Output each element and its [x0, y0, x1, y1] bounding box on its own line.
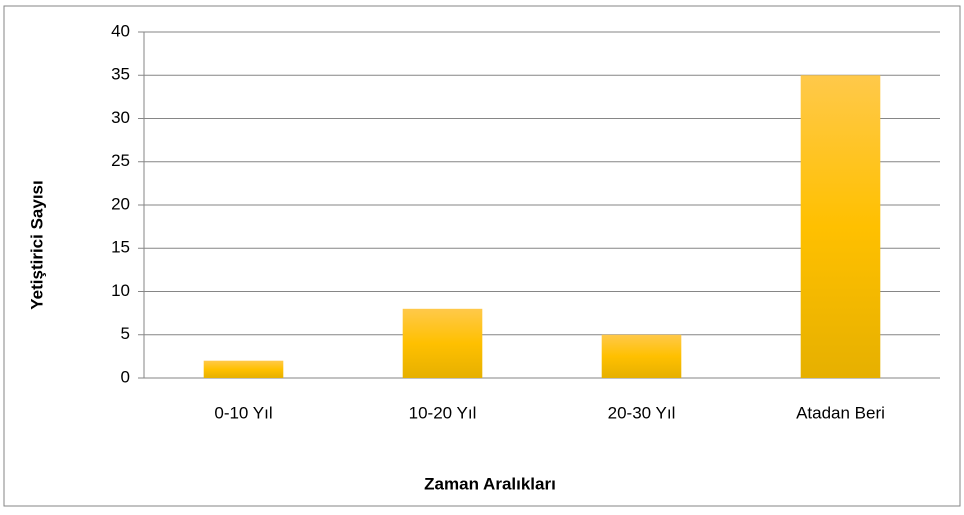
y-axis-label: Yetiştirici Sayısı	[27, 180, 46, 309]
y-tick-label: 0	[121, 367, 130, 386]
y-tick-label: 40	[111, 21, 130, 40]
chart-frame	[3, 5, 961, 507]
bar	[402, 308, 483, 378]
bar	[601, 334, 682, 378]
bar	[203, 360, 284, 378]
y-tick-label: 25	[111, 151, 130, 170]
x-tick-label: Atadan Beri	[796, 403, 885, 422]
x-axis-label: Zaman Aralıkları	[424, 474, 556, 493]
y-tick-label: 15	[111, 238, 130, 257]
y-tick-label: 35	[111, 65, 130, 84]
x-tick-label: 10-20 Yıl	[409, 403, 477, 422]
y-tick-label: 5	[121, 324, 130, 343]
bar	[800, 75, 881, 378]
y-tick-label: 30	[111, 108, 130, 127]
x-tick-label: 0-10 Yıl	[214, 403, 272, 422]
y-tick-label: 10	[111, 281, 130, 300]
y-tick-label: 20	[111, 194, 130, 213]
x-tick-label: 20-30 Yıl	[608, 403, 676, 422]
